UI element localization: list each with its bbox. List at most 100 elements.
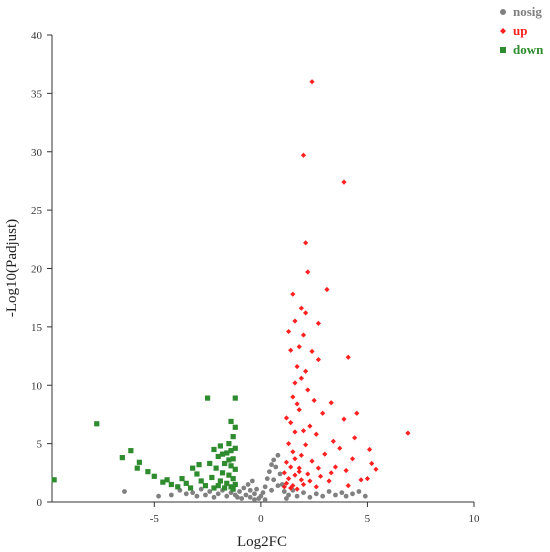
legend-label-down: down	[513, 42, 544, 57]
data-point-down	[232, 445, 238, 451]
data-point-up	[292, 380, 298, 386]
data-point-up	[309, 79, 315, 85]
data-point-nosig	[203, 492, 208, 498]
series-down	[51, 395, 238, 492]
data-point-nosig	[273, 464, 279, 470]
data-point-up	[281, 470, 287, 476]
data-point-nosig	[271, 477, 277, 483]
data-point-up	[315, 356, 322, 363]
legend-marker-nosig	[500, 9, 506, 15]
data-point-nosig	[362, 493, 368, 499]
data-point-up	[292, 429, 298, 435]
data-point-down	[207, 460, 213, 467]
data-point-down	[226, 472, 232, 478]
data-point-nosig	[243, 492, 249, 498]
data-point-up	[292, 472, 298, 478]
data-point-nosig	[156, 493, 161, 499]
data-point-up	[343, 467, 349, 474]
data-point-up	[300, 481, 307, 488]
data-point-nosig	[307, 494, 313, 500]
legend-label-up: up	[513, 23, 527, 38]
data-point-down	[190, 465, 196, 471]
data-point-nosig	[320, 493, 326, 499]
data-point-nosig	[252, 491, 257, 497]
data-point-up	[292, 456, 298, 462]
data-point-up	[298, 375, 304, 381]
y-tick-label: 10	[31, 380, 43, 392]
data-point-nosig	[313, 491, 319, 497]
data-point-up	[369, 460, 375, 467]
x-axis-title: Log2FC	[237, 534, 287, 550]
data-point-nosig	[271, 457, 277, 463]
data-point-up	[305, 471, 311, 477]
data-point-up	[296, 465, 302, 471]
data-point-up	[285, 441, 292, 447]
data-point-down	[209, 474, 215, 481]
data-point-nosig	[260, 490, 266, 496]
data-point-up	[298, 305, 304, 311]
data-point-nosig	[262, 484, 268, 490]
data-point-down	[168, 481, 174, 488]
data-point-up	[285, 476, 292, 482]
data-point-down	[224, 450, 230, 456]
data-point-nosig	[241, 485, 247, 491]
data-point-nosig	[269, 462, 274, 468]
data-point-nosig	[168, 492, 174, 498]
data-point-down	[211, 485, 217, 491]
data-point-nosig	[254, 486, 260, 492]
data-point-up	[300, 332, 307, 338]
x-tick-label: 5	[365, 513, 371, 525]
data-point-down	[219, 470, 226, 476]
series-nosig	[122, 452, 368, 503]
data-point-down	[213, 465, 219, 471]
data-point-up	[315, 465, 322, 471]
legend-marker-down	[500, 47, 506, 53]
data-point-nosig	[275, 452, 281, 458]
data-point-up	[290, 449, 296, 455]
data-point-down	[198, 478, 204, 484]
data-point-up	[307, 423, 313, 429]
data-point-nosig	[350, 491, 355, 497]
data-point-up	[300, 152, 307, 158]
data-point-down	[202, 483, 209, 489]
data-point-up	[307, 478, 313, 484]
data-point-nosig	[194, 493, 200, 499]
x-tick-label: -5	[150, 513, 160, 525]
data-point-down	[230, 456, 236, 462]
data-point-down	[215, 453, 221, 460]
data-point-nosig	[198, 486, 204, 492]
data-point-down	[119, 455, 125, 461]
data-point-up	[313, 431, 319, 437]
data-point-down	[215, 483, 221, 489]
x-tick-label: 10	[469, 513, 481, 525]
data-point-up	[341, 416, 347, 422]
data-point-down	[217, 478, 223, 484]
data-point-up	[288, 464, 294, 470]
data-point-down	[145, 469, 151, 475]
data-point-down	[222, 460, 228, 467]
data-point-up	[296, 344, 302, 350]
data-point-up	[317, 473, 324, 479]
data-point-up	[322, 451, 328, 457]
data-point-up	[281, 484, 287, 490]
data-point-nosig	[224, 493, 230, 499]
data-point-nosig	[258, 493, 264, 499]
data-point-up	[320, 410, 326, 416]
y-tick-label: 25	[31, 205, 43, 217]
data-point-up	[285, 328, 292, 335]
data-point-nosig	[326, 489, 332, 494]
data-point-nosig	[343, 493, 349, 499]
data-point-up	[283, 459, 290, 465]
y-tick-label: 35	[31, 88, 43, 100]
data-point-down	[222, 485, 228, 491]
data-point-nosig	[275, 483, 281, 489]
data-point-nosig	[235, 494, 240, 500]
x-axis: -5 0 5 10	[52, 501, 481, 525]
y-tick-label: 30	[31, 147, 43, 159]
data-point-nosig	[277, 471, 283, 477]
data-point-nosig	[239, 496, 245, 501]
data-point-down	[179, 476, 185, 482]
data-point-down	[151, 473, 157, 479]
data-point-down	[51, 477, 57, 483]
